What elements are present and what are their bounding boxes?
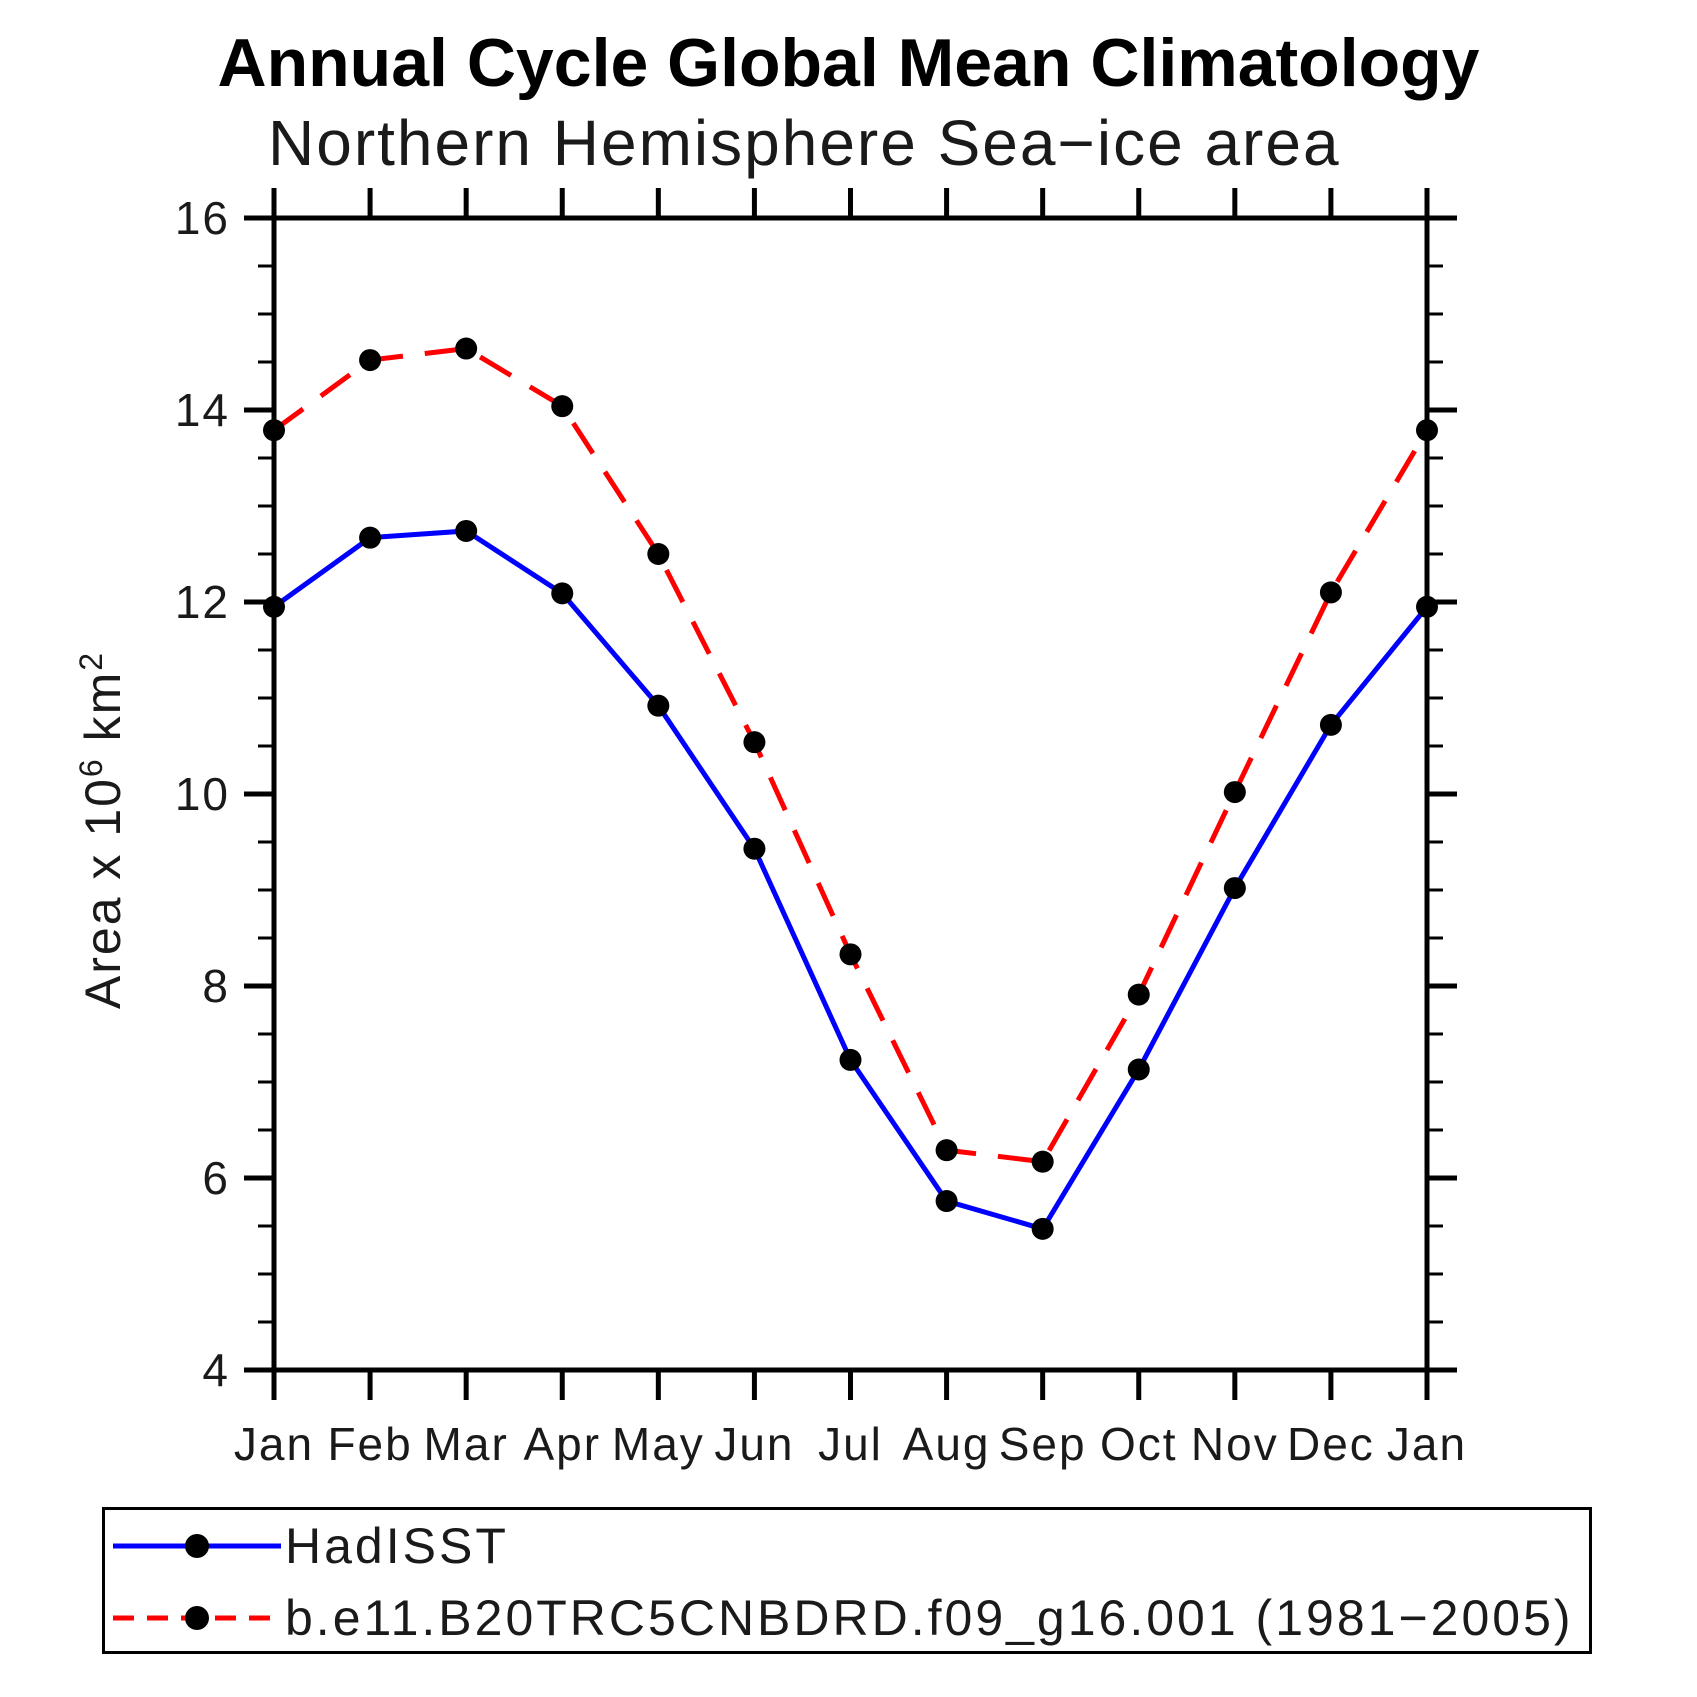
chart-title: Annual Cycle Global Mean Climatology [217,25,1480,101]
data-point-marker-s0 [1031,1217,1054,1240]
y-tick-label: 16 [175,192,230,244]
legend-line-dashed-icon [113,1606,281,1630]
y-tick-label: 6 [202,1152,230,1204]
y-tick-label: 8 [202,960,230,1012]
axis-box [271,215,1430,1373]
data-point-marker-s0 [551,582,574,605]
data-point-marker-s0 [1416,595,1438,618]
data-point-marker-s0 [647,694,670,717]
x-tick-label: Jan [234,1418,314,1470]
x-tick-label: Jan [1387,1418,1467,1470]
y-axis-title: Area x 106 km2 [73,651,131,1009]
legend-box: HadISST b.e11.B20TRC5CNBDRD.f09_g16.001 … [102,1507,1592,1654]
data-point-marker-s1 [647,543,670,565]
data-point-marker-s0 [359,526,382,549]
data-point-marker-s0 [1127,1058,1150,1081]
data-point-marker-s1 [1319,581,1342,604]
data-point-marker-s1 [839,943,862,966]
legend-label-hadisst: HadISST [285,1518,509,1574]
data-point-marker-s0 [743,837,766,860]
data-point-marker-s0 [455,519,478,542]
chart-subtitle: Northern Hemisphere Sea−ice area [268,107,1341,179]
y-tick-label: 4 [202,1344,230,1396]
data-point-marker-s0 [263,595,285,618]
data-point-marker-s1 [1127,983,1150,1006]
data-point-marker-s1 [359,349,382,372]
x-tick-label: May [612,1418,705,1470]
data-point-marker-s0 [1319,713,1342,736]
legend-line-solid-icon [113,1534,281,1558]
x-tick-label: Aug [903,1418,991,1470]
legend-label-model: b.e11.B20TRC5CNBDRD.f09_g16.001 (1981−20… [285,1590,1574,1646]
x-tick-label: Jul [818,1418,883,1470]
data-point-marker-s0 [935,1190,958,1213]
x-tick-label: Jun [714,1418,794,1470]
data-point-marker-s1 [455,337,478,360]
x-tick-label: Mar [424,1418,509,1470]
data-point-marker-s0 [1223,877,1246,900]
y-tick-label: 14 [175,384,230,436]
series-line-1 [272,345,1430,1165]
data-point-marker-s1 [1416,419,1438,442]
legend-item-hadisst: HadISST [111,1518,509,1574]
x-tick-label: Oct [1100,1418,1178,1470]
data-point-marker-s0 [839,1048,862,1071]
data-point-marker-s1 [263,419,285,442]
y-tick-label: 12 [175,576,230,628]
x-tick-label: Dec [1287,1418,1375,1470]
data-point-marker-s1 [1223,781,1246,804]
data-point-marker-s1 [743,731,766,754]
x-tick-label: Sep [999,1418,1087,1470]
data-point-marker-s1 [935,1139,958,1162]
series-line-0 [272,528,1429,1232]
legend-item-model: b.e11.B20TRC5CNBDRD.f09_g16.001 (1981−20… [111,1590,1574,1646]
data-point-marker-s1 [1031,1150,1054,1173]
x-tick-label: Feb [327,1418,412,1470]
data-point-marker-s1 [551,395,574,418]
x-tick-label: Nov [1191,1418,1279,1470]
y-tick-label: 10 [175,768,230,820]
x-tick-label: Apr [523,1418,601,1470]
